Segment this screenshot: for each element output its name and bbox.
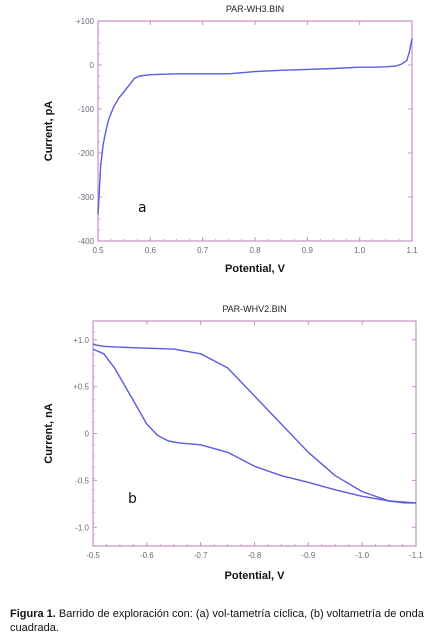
plot-frame [92,320,417,547]
data-series-line [92,343,416,504]
y-tick-label: -400 [78,237,95,246]
y-tick-label: -200 [78,149,95,158]
y-tick-label: 0 [90,61,95,70]
x-tick-label: -0.5 [86,551,100,560]
x-tick-label: 1.0 [354,246,366,255]
chart-title: PAR-WHV2.BIN [222,304,286,314]
data-series-line [97,38,413,215]
y-tick-label: +1.0 [73,336,89,345]
y-tick-label: +100 [76,17,95,26]
chart-a: PAR-WH3.BIN 0.5 0.6 0.7 0.8 0.9 1.0 1.1 +100 0 -10… [43,4,418,275]
y-tick-label: 0 [85,430,90,439]
panel-label: b [128,491,137,507]
x-tick-label: 0.7 [197,246,209,255]
y-axis-label: Current, pA [43,101,55,162]
x-axis-label: Potential, V [225,570,286,582]
chart-title: PAR-WH3.BIN [226,4,284,14]
y-tick-label: -100 [78,105,95,114]
caption-text: Barrido de exploración con: (a) vol-tame… [10,608,424,634]
x-tick-label: 0.9 [302,246,314,255]
x-tick-label: -0.8 [248,551,262,560]
panel-label: a [138,200,147,216]
x-tick-label: -0.7 [194,551,208,560]
data-series-line [92,348,417,504]
x-tick-label: -0.9 [301,551,315,560]
x-tick-label: -1.0 [355,551,369,560]
figure-caption: Figura 1. Barrido de exploración con: (a… [10,607,440,635]
x-tick-label: 0.5 [92,246,104,255]
x-tick-label: 1.1 [406,246,418,255]
y-axis-label: Current, nA [43,403,55,464]
y-tick-label: +0.5 [73,383,89,392]
y-tick-label: -300 [78,193,95,202]
chart-b: PAR-WHV2.BIN -0.5 -0.6 -0.7 -0.8 -0.9 -1.0 -1.1… [43,304,423,582]
x-tick-label: -0.6 [140,551,154,560]
x-tick-label: -1.1 [409,551,423,560]
x-axis-label: Potential, V [225,263,286,275]
x-tick-label: 0.6 [145,246,157,255]
y-tick-label: -1.0 [75,523,89,532]
caption-label: Figura 1. [10,608,56,620]
x-tick-label: 0.8 [249,246,261,255]
y-tick-label: -0.5 [75,476,89,485]
